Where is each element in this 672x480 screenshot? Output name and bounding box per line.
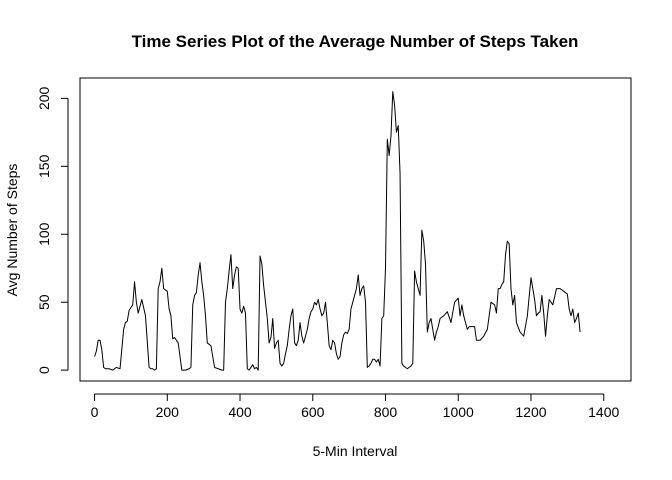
x-tick-label: 400 — [228, 404, 252, 420]
x-tick-label: 200 — [156, 404, 180, 420]
x-tick-label: 1000 — [443, 404, 474, 420]
y-tick-label: 200 — [36, 86, 52, 110]
y-tick-label: 50 — [36, 294, 52, 310]
x-axis-label: 5-Min Interval — [313, 443, 398, 459]
y-tick-label: 0 — [36, 366, 52, 374]
y-axis-label: Avg Number of Steps — [4, 164, 20, 297]
x-tick-label: 600 — [301, 404, 325, 420]
plot-frame — [79, 77, 632, 382]
x-tick-label: 0 — [91, 404, 99, 420]
series-line — [94, 91, 581, 371]
y-axis: 0 50 100 150 200 — [36, 86, 69, 374]
x-tick-label: 1400 — [588, 404, 619, 420]
x-tick-label: 800 — [374, 404, 398, 420]
chart-title: Time Series Plot of the Average Number o… — [132, 32, 579, 51]
x-tick-label: 1200 — [515, 404, 546, 420]
y-tick-label: 150 — [36, 154, 52, 178]
x-axis: 0 200 400 600 800 1000 1200 1400 — [91, 393, 620, 420]
y-tick-label: 100 — [36, 222, 52, 246]
